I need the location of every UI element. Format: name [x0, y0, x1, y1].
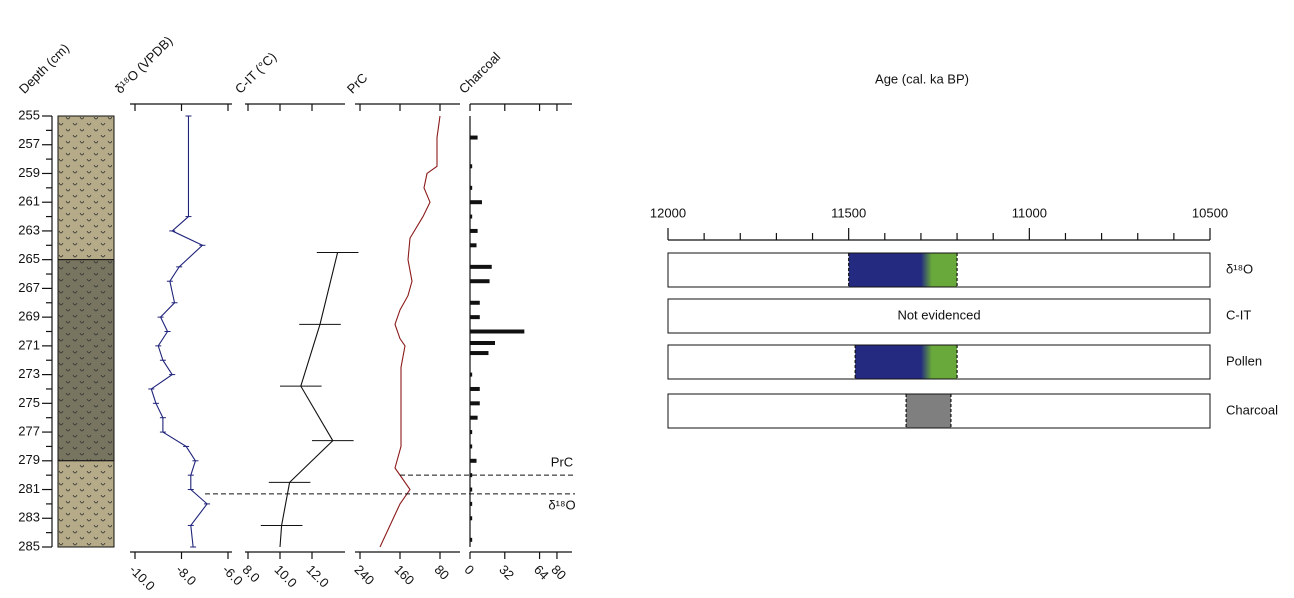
- charcoal-bar: [470, 401, 480, 406]
- charcoal-bar: [470, 372, 473, 377]
- row-outline: [667, 252, 1211, 288]
- x-tick-label: -8.0: [173, 562, 199, 588]
- profile-line: [279, 252, 339, 548]
- row-label: Pollen: [1226, 353, 1262, 368]
- row-label: C-IT: [1226, 307, 1251, 322]
- y-tick-label: 265: [18, 251, 40, 266]
- range-bar: [906, 394, 951, 428]
- charcoal-bar: [470, 444, 473, 449]
- x-tick-label: 12000: [650, 205, 686, 220]
- row-box: [667, 298, 1211, 334]
- x-tick-label: 160: [391, 562, 417, 588]
- y-tick-label: 273: [18, 366, 40, 381]
- y-tick-label: 257: [18, 136, 40, 151]
- row-note: Not evidenced: [897, 307, 980, 322]
- range-bar: [848, 253, 958, 287]
- y-tick-label: 279: [18, 452, 40, 467]
- y-tick-label: 271: [18, 337, 40, 352]
- lithology-pattern: [58, 460, 114, 547]
- profile-line: [379, 115, 441, 548]
- y-tick-label: 269: [18, 309, 40, 324]
- charcoal-bar: [470, 473, 473, 478]
- y-tick-label: 255: [18, 107, 40, 122]
- x-tick-label: 12.0: [303, 562, 332, 591]
- y-tick-label: 277: [18, 424, 40, 439]
- x-tick-label: -6.0: [219, 562, 245, 588]
- chart-title: Age (cal. ka BP): [875, 71, 969, 86]
- panel-heading: Charcoal: [456, 49, 503, 96]
- y-tick-label: 261: [18, 194, 40, 209]
- x-tick-label: 8.0: [239, 562, 262, 585]
- charcoal-bar: [470, 516, 473, 521]
- y-tick-label: 275: [18, 395, 40, 410]
- y-tick-label: 283: [18, 510, 40, 525]
- charcoal-bar: [470, 228, 478, 233]
- charcoal-bar: [470, 200, 482, 205]
- row-outline: [667, 344, 1211, 380]
- charcoal-bar: [470, 135, 478, 140]
- charcoal-bar: [470, 351, 489, 356]
- row-label: Charcoal: [1226, 402, 1278, 417]
- annotation-label: PrC: [551, 455, 573, 470]
- charcoal-bar: [470, 386, 480, 391]
- charcoal-bar: [470, 164, 473, 169]
- charcoal-bar: [470, 458, 477, 463]
- charcoal-bar: [470, 501, 473, 506]
- x-tick-label: 10.0: [271, 562, 300, 591]
- y-tick-label: 285: [18, 538, 40, 553]
- charcoal-bar: [470, 315, 480, 320]
- charcoal-bar: [470, 264, 492, 269]
- panel-heading: PrC: [344, 70, 370, 96]
- panel-heading: δ¹⁸O (VPDB): [112, 33, 176, 97]
- lithology-pattern: [58, 116, 114, 260]
- x-tick-label: -10.0: [126, 562, 158, 594]
- charcoal-bar: [470, 430, 473, 435]
- row-outline: [667, 393, 1211, 429]
- depth-label: Depth (cm): [16, 40, 72, 96]
- x-tick-label: 80: [431, 562, 452, 583]
- charcoal-bar: [470, 185, 473, 190]
- charcoal-bar: [470, 300, 480, 305]
- x-tick-label: 11000: [1012, 205, 1047, 220]
- annotation-label: δ¹⁸O: [548, 497, 575, 512]
- charcoal-bar: [470, 214, 473, 219]
- x-tick-label: 10500: [1192, 205, 1228, 220]
- range-bar: [855, 345, 958, 379]
- y-tick-label: 263: [18, 222, 40, 237]
- y-tick-label: 259: [18, 165, 40, 180]
- profile-line: [150, 116, 208, 548]
- charcoal-bar: [470, 415, 478, 420]
- row-label: δ¹⁸O: [1226, 261, 1253, 276]
- x-tick-label: 32: [496, 562, 517, 583]
- charcoal-bar: [470, 340, 495, 345]
- y-tick-label: 281: [18, 481, 40, 496]
- charcoal-bar: [470, 329, 525, 334]
- x-tick-label: 0: [461, 562, 477, 578]
- charcoal-bar: [470, 537, 473, 542]
- x-tick-label: 80: [548, 562, 569, 583]
- charcoal-bar: [470, 487, 473, 492]
- charcoal-bar: [470, 243, 477, 248]
- y-tick-label: 267: [18, 280, 40, 295]
- lithology-pattern: [58, 259, 114, 461]
- panel-heading: C-IT (°C): [232, 49, 279, 96]
- x-tick-label: 240: [351, 562, 377, 588]
- charcoal-bar: [470, 279, 490, 284]
- x-tick-label: 11500: [831, 205, 866, 220]
